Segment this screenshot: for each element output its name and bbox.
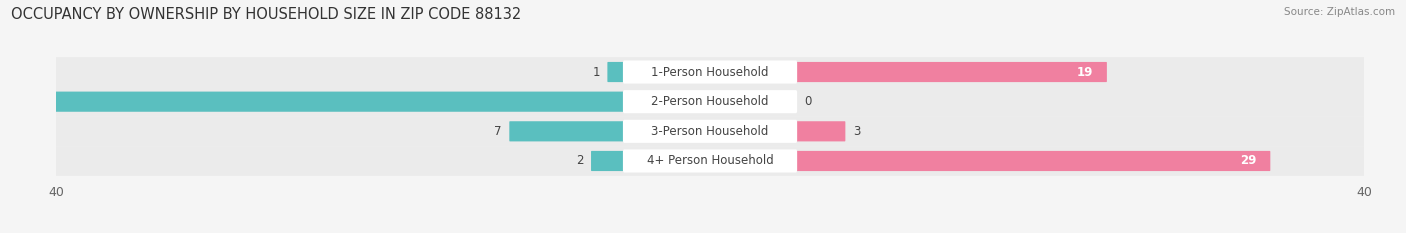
- Text: Source: ZipAtlas.com: Source: ZipAtlas.com: [1284, 7, 1395, 17]
- FancyBboxPatch shape: [623, 120, 797, 143]
- FancyBboxPatch shape: [48, 116, 1372, 146]
- Text: 1-Person Household: 1-Person Household: [651, 65, 769, 79]
- FancyBboxPatch shape: [796, 62, 1107, 82]
- Text: 3: 3: [853, 125, 860, 138]
- FancyBboxPatch shape: [623, 90, 797, 113]
- FancyBboxPatch shape: [623, 149, 797, 173]
- FancyBboxPatch shape: [591, 151, 624, 171]
- Text: 29: 29: [1240, 154, 1257, 168]
- Text: OCCUPANCY BY OWNERSHIP BY HOUSEHOLD SIZE IN ZIP CODE 88132: OCCUPANCY BY OWNERSHIP BY HOUSEHOLD SIZE…: [11, 7, 522, 22]
- Text: 3-Person Household: 3-Person Household: [651, 125, 769, 138]
- FancyBboxPatch shape: [509, 121, 624, 141]
- Text: 1: 1: [592, 65, 600, 79]
- Text: 2-Person Household: 2-Person Household: [651, 95, 769, 108]
- Text: 7: 7: [494, 125, 502, 138]
- FancyBboxPatch shape: [48, 87, 1372, 116]
- FancyBboxPatch shape: [607, 62, 624, 82]
- Text: 19: 19: [1077, 65, 1094, 79]
- FancyBboxPatch shape: [623, 60, 797, 84]
- FancyBboxPatch shape: [796, 121, 845, 141]
- Text: 0: 0: [804, 95, 811, 108]
- Text: 2: 2: [576, 154, 583, 168]
- FancyBboxPatch shape: [48, 57, 1372, 87]
- FancyBboxPatch shape: [48, 146, 1372, 176]
- FancyBboxPatch shape: [796, 151, 1271, 171]
- Text: 4+ Person Household: 4+ Person Household: [647, 154, 773, 168]
- FancyBboxPatch shape: [0, 92, 624, 112]
